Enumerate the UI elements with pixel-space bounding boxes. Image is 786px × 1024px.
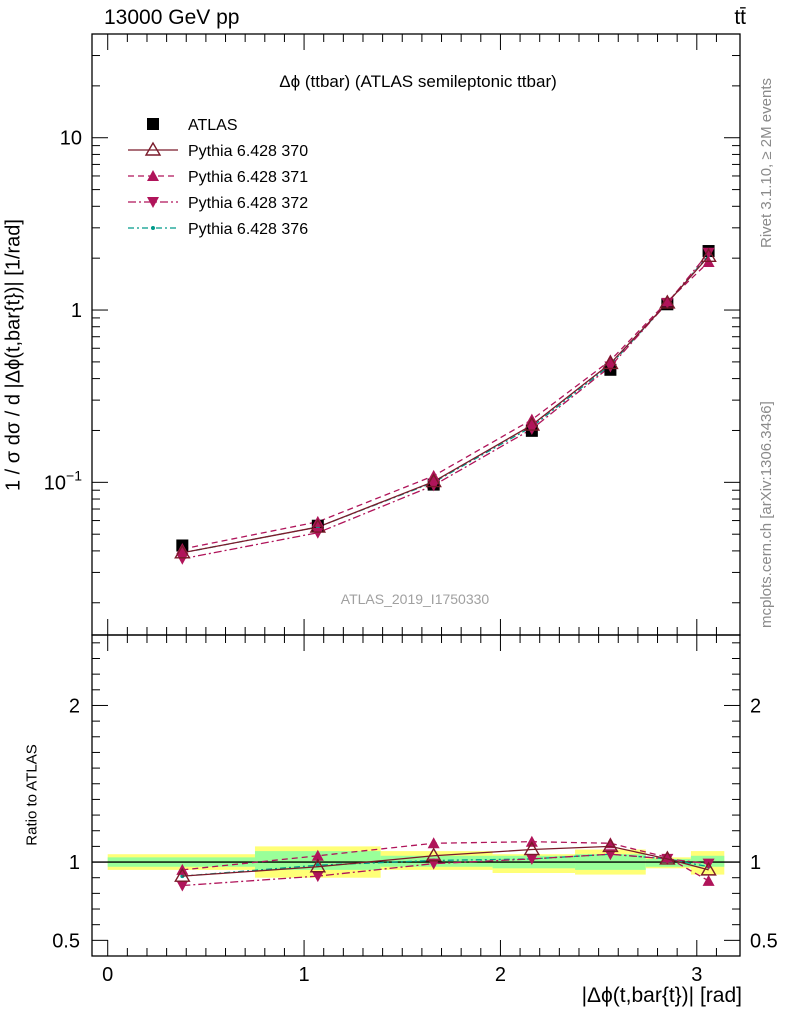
main-y-tick-label: 10 <box>60 128 82 150</box>
ratio-y-tick-label-left: 1 <box>69 852 80 874</box>
main-marker-pythia-6.428-372 <box>427 480 440 492</box>
analysis-watermark: ATLAS_2019_I1750330 <box>341 591 490 607</box>
ratio-y-tick-label-right: 2 <box>750 695 761 717</box>
legend-marker-atlas <box>147 118 159 130</box>
ratio-y-tick-label-left: 2 <box>69 695 80 717</box>
main-marker-pythia-6.428-372 <box>311 527 324 539</box>
main-marker-pythia-6.428-370 <box>602 355 619 370</box>
ratio-marker-pythia-6.428-372 <box>176 880 189 892</box>
ratio-marker-pythia-6.428-370 <box>700 861 717 876</box>
ratio-y-tick-label-left: 0.5 <box>52 930 80 952</box>
main-marker-pythia-6.428-370 <box>523 416 541 431</box>
ratio-marker-pythia-6.428-372 <box>525 853 538 865</box>
main-line-pythia-6.428-372 <box>182 252 710 560</box>
ratio-marker-pythia-6.428-371 <box>427 837 440 849</box>
ratio-marker-pythia-6.428-371 <box>311 849 324 861</box>
ratio-marker-pythia-6.428-370 <box>523 841 541 856</box>
main-marker-pythia-6.428-370 <box>659 294 676 309</box>
main-line-pythia-6.428-371 <box>182 261 710 550</box>
x-tick-label-0: 0 <box>102 964 113 986</box>
ratio-plot-frame <box>91 634 741 957</box>
ratio-marker-pythia-6.428-372 <box>311 871 324 883</box>
main-marker-pythia-6.428-372 <box>176 553 189 565</box>
main-y-tick-label-0.1: 10−1 <box>44 467 82 494</box>
legend-label-1: Pythia 6.428 370 <box>188 143 308 160</box>
header-final-state-label: tt̄ <box>734 6 746 29</box>
ratio-marker-pythia-6.428-370 <box>174 867 191 882</box>
x-axis-label: |Δϕ(t,bar{t})| [rad] <box>581 984 742 1007</box>
ratio-y-tick-label-right: 0.5 <box>750 930 778 952</box>
main-marker-pythia-6.428-370 <box>174 544 191 559</box>
x-tick-label-1: 1 <box>299 964 310 986</box>
ratio-y-tick-label-right: 1 <box>750 852 761 874</box>
header-process-label: 13000 GeV pp <box>104 6 240 29</box>
legend-marker-1 <box>144 141 162 156</box>
ratio-marker-pythia-6.428-370 <box>425 847 442 862</box>
legend-marker-4 <box>151 226 155 230</box>
main-marker-pythia-6.428-370 <box>425 473 442 488</box>
main-marker-pythia-6.428-372 <box>702 247 715 259</box>
legend-label-0: ATLAS <box>188 117 238 134</box>
x-tick-label-2: 2 <box>495 964 506 986</box>
ratio-marker-pythia-6.428-370 <box>309 858 327 873</box>
ratio-marker-pythia-6.428-370 <box>659 850 676 865</box>
main-marker-pythia-6.428-371 <box>661 295 674 307</box>
ratio-marker-pythia-6.428-371 <box>702 874 715 886</box>
main-line-pythia-6.428-376 <box>182 254 710 554</box>
main-marker-pythia-6.428-370 <box>309 518 327 533</box>
ratio-marker-pythia-6.428-370 <box>602 838 619 853</box>
main-line-pythia-6.428-370 <box>182 255 710 554</box>
x-tick-label-3: 3 <box>691 964 702 986</box>
main-y-tick-label: 1 <box>71 300 82 322</box>
plot-title: Δϕ (ttbar) (ATLAS semileptonic ttbar) <box>279 72 557 91</box>
legend-label-4: Pythia 6.428 376 <box>188 221 308 238</box>
legend-marker-3 <box>147 197 159 208</box>
ratio-line-pythia-6.428-370 <box>182 845 709 877</box>
main-marker-pythia-6.428-370 <box>700 247 717 263</box>
legend-label-2: Pythia 6.428 371 <box>188 169 308 186</box>
legend-marker-2 <box>147 170 159 181</box>
legend-label-3: Pythia 6.428 372 <box>188 195 308 212</box>
